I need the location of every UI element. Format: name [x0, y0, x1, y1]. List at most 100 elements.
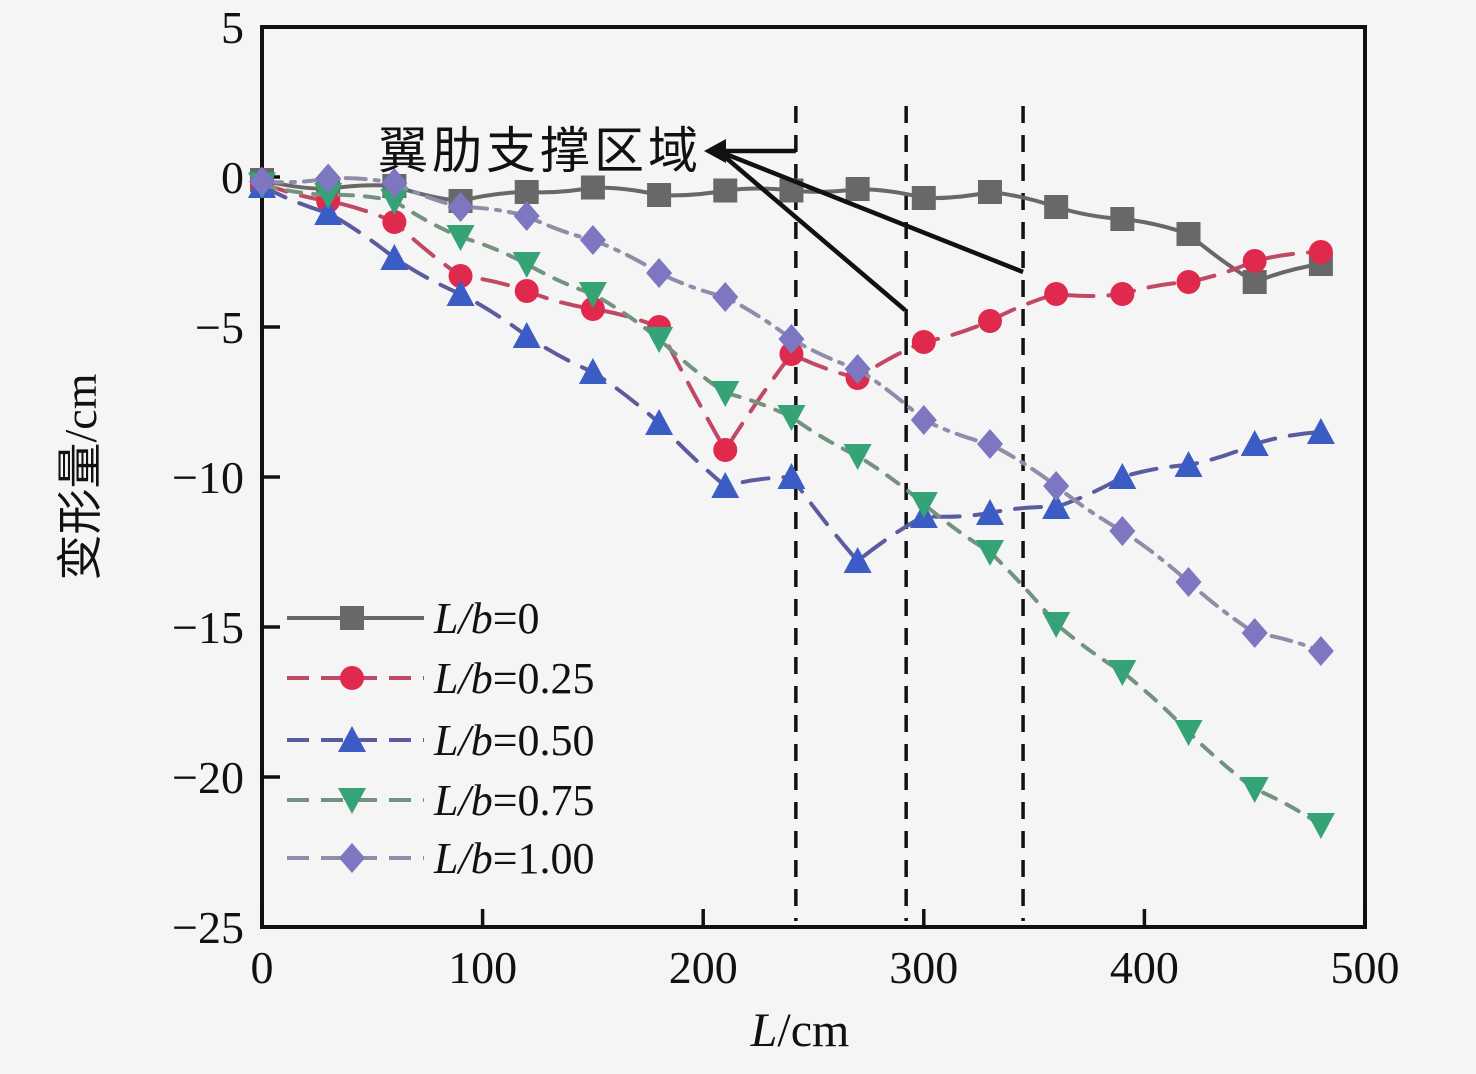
diamond-marker [778, 324, 805, 354]
diamond-marker [1175, 567, 1202, 597]
legend-label: L/b=1.00 [433, 834, 595, 883]
legend-item-L-b-1.00: L/b=1.00 [287, 834, 595, 883]
x-tick-label: 400 [1110, 942, 1179, 993]
support-region-lines [794, 106, 1025, 921]
triangle-down-marker [909, 492, 938, 518]
triangle-down-marker [975, 540, 1004, 566]
axes-ticks: 0 100 200 300 400 500 5 0 −5 −10 −15 −20 −25 [172, 2, 1399, 993]
diamond-marker [1307, 636, 1334, 666]
circle-marker [1110, 282, 1135, 306]
triangle-down-marker [1108, 660, 1137, 686]
legend-label: L/b=0 [433, 594, 540, 643]
legend: L/b=0 L/b=0.25 L/b=0.50 L/b=0.75 L/b=1.00 [287, 594, 595, 883]
triangle-up-marker [975, 499, 1004, 525]
circle-marker [1176, 270, 1201, 294]
callout-arrowhead [704, 139, 726, 163]
legend-item-L-b-0.25: L/b=0.25 [287, 654, 595, 703]
y-tick-label: 0 [221, 152, 244, 203]
circle-marker [1044, 282, 1069, 306]
triangle-up-marker [777, 463, 806, 489]
square-marker [1176, 222, 1201, 246]
triangle-down-marker [843, 444, 872, 470]
diamond-marker [910, 405, 937, 435]
triangle-up-marker [1174, 451, 1203, 477]
y-tick-label: −10 [172, 452, 244, 503]
support-region-label: 翼肋支撑区域 [378, 123, 702, 179]
diamond-marker [712, 282, 739, 312]
diamond-marker [447, 192, 474, 222]
callout-line [716, 149, 907, 312]
triangle-up-marker [314, 199, 343, 225]
circle-marker [977, 309, 1002, 333]
triangle-up-marker [380, 244, 409, 270]
circle-marker [448, 264, 473, 288]
square-marker [1110, 207, 1135, 231]
series-line [260, 182, 1323, 827]
series-L-b-0.75 [248, 172, 1335, 839]
legend-item-L-b-0.50: L/b=0.50 [287, 716, 595, 765]
triangle-down-marker [1042, 612, 1071, 638]
x-tick-label: 100 [448, 942, 517, 993]
triangle-up-marker [446, 280, 475, 306]
square-marker [514, 180, 539, 204]
triangle-down-marker [1240, 777, 1269, 803]
diamond-marker [976, 429, 1003, 459]
legend-item-L-b-0.75: L/b=0.75 [287, 776, 595, 825]
callout-line [717, 148, 1024, 275]
triangle-up-marker [1306, 418, 1335, 444]
series-L-b-0.50 [248, 172, 1335, 573]
triangle-up-marker [338, 726, 366, 752]
square-marker [911, 186, 936, 210]
x-tick-label: 500 [1331, 942, 1400, 993]
x-tick-label: 0 [251, 942, 274, 993]
diamond-marker [1109, 516, 1136, 546]
legend-label: L/b=0.25 [433, 654, 595, 703]
triangle-up-marker [645, 409, 674, 435]
circle-marker [911, 330, 936, 354]
series-L-b-1.00 [249, 163, 1334, 666]
triangle-down-marker [446, 225, 475, 251]
y-tick-label: −25 [172, 902, 244, 953]
y-axis-label: 变形量/cm [55, 373, 106, 580]
diamond-marker [579, 225, 606, 255]
triangle-down-marker [777, 405, 806, 431]
triangle-down-marker [512, 252, 541, 278]
circle-marker [580, 297, 605, 321]
support-region-annotation: 翼肋支撑区域 [378, 123, 1024, 312]
triangle-down-marker [578, 282, 607, 308]
y-tick-label: −20 [172, 752, 244, 803]
square-marker [647, 183, 672, 207]
circle-marker [340, 666, 364, 690]
series-L-b-0.25 [250, 171, 1333, 462]
y-tick-label: −5 [195, 302, 244, 353]
triangle-up-marker [711, 472, 740, 498]
diamond-marker [844, 354, 871, 384]
triangle-up-marker [578, 358, 607, 384]
diamond-marker [1043, 471, 1070, 501]
triangle-down-marker [711, 381, 740, 407]
diamond-marker [339, 843, 365, 873]
triangle-down-marker [1306, 813, 1335, 839]
diamond-marker [315, 163, 342, 194]
x-axis-label: L/cm [750, 1004, 850, 1057]
diamond-marker [249, 166, 275, 197]
diamond-marker [1241, 618, 1268, 648]
y-tick-label: −15 [172, 602, 244, 653]
triangle-down-marker [380, 189, 409, 215]
circle-marker [514, 279, 539, 303]
square-marker [340, 606, 364, 630]
legend-item-L-b-0: L/b=0 [287, 594, 540, 643]
circle-marker [1308, 240, 1333, 264]
circle-marker [1242, 249, 1267, 273]
triangle-up-marker [843, 547, 872, 573]
triangle-up-marker [1108, 463, 1137, 489]
square-marker [977, 180, 1002, 204]
series-line [260, 184, 1323, 564]
diamond-marker [381, 168, 408, 198]
circle-marker [382, 210, 407, 234]
triangle-up-marker [512, 322, 541, 348]
x-tick-label: 200 [669, 942, 738, 993]
square-marker [1242, 270, 1267, 294]
